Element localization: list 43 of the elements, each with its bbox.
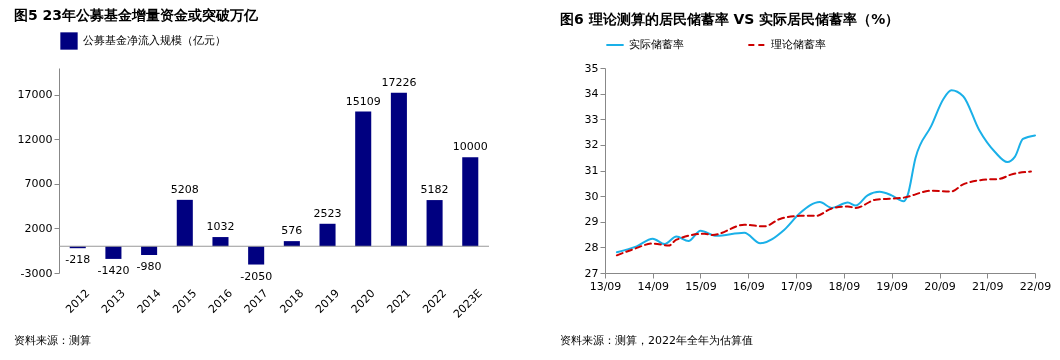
x-tick-label: 22/09 bbox=[1019, 279, 1052, 293]
data-label: 2523 bbox=[313, 206, 342, 220]
data-label: -2050 bbox=[240, 269, 273, 283]
data-label: 5182 bbox=[420, 183, 449, 197]
x-tick-label: 15/09 bbox=[685, 279, 717, 293]
y-tick-label: 32 bbox=[584, 138, 599, 152]
chart-title: 图6 理论测算的居民储蓄率 VS 实际居民储蓄率（%） bbox=[560, 11, 900, 27]
data-label: -980 bbox=[136, 260, 162, 273]
x-tick-label: 18/09 bbox=[828, 279, 861, 293]
text: 资料来源：测算，2022年全年为估算值 bbox=[560, 334, 753, 347]
legend-label: 实际储蓄率 bbox=[629, 38, 684, 51]
data-label: 10000 bbox=[452, 140, 488, 154]
chart-title: 图5 23年公募基金增量资金或突破万亿 bbox=[14, 7, 260, 23]
y-tick-label: -3000 bbox=[20, 266, 53, 280]
text: 资料来源：测算 bbox=[14, 334, 91, 347]
data-label: 15109 bbox=[345, 94, 381, 108]
legend-label: 公募基金净流入规模（亿元） bbox=[83, 34, 226, 47]
x-tick-label: 20/09 bbox=[924, 279, 956, 293]
y-tick-label: 31 bbox=[584, 164, 599, 177]
data-label: 1032 bbox=[206, 220, 235, 234]
y-tick-label: 34 bbox=[584, 87, 599, 101]
x-tick-label: 19/09 bbox=[876, 279, 908, 293]
y-tick-label: 28 bbox=[584, 240, 599, 254]
x-tick-label: 17/09 bbox=[780, 279, 813, 293]
y-tick-label: 30 bbox=[584, 189, 599, 203]
y-tick-label: 35 bbox=[584, 61, 599, 75]
y-tick-label: 7000 bbox=[24, 177, 53, 191]
y-tick-label: 12000 bbox=[17, 132, 53, 146]
y-tick-label: 17000 bbox=[17, 88, 53, 102]
y-tick-label: 27 bbox=[584, 266, 599, 280]
data-label: 17226 bbox=[381, 75, 417, 89]
data-label: -218 bbox=[65, 253, 91, 267]
data-label: -1420 bbox=[97, 263, 130, 277]
y-tick-label: 2000 bbox=[24, 221, 53, 235]
y-tick-label: 29 bbox=[584, 215, 599, 229]
legend-label: 理论储蓄率 bbox=[771, 38, 826, 51]
x-tick-label: 21/09 bbox=[971, 279, 1004, 293]
x-tick-label: 14/09 bbox=[637, 279, 670, 293]
x-tick-label: 16/09 bbox=[733, 279, 765, 293]
data-label: 576 bbox=[281, 224, 303, 238]
y-tick-label: 33 bbox=[584, 112, 599, 126]
x-tick-label: 13/09 bbox=[589, 279, 622, 293]
data-label: 5208 bbox=[170, 182, 199, 196]
